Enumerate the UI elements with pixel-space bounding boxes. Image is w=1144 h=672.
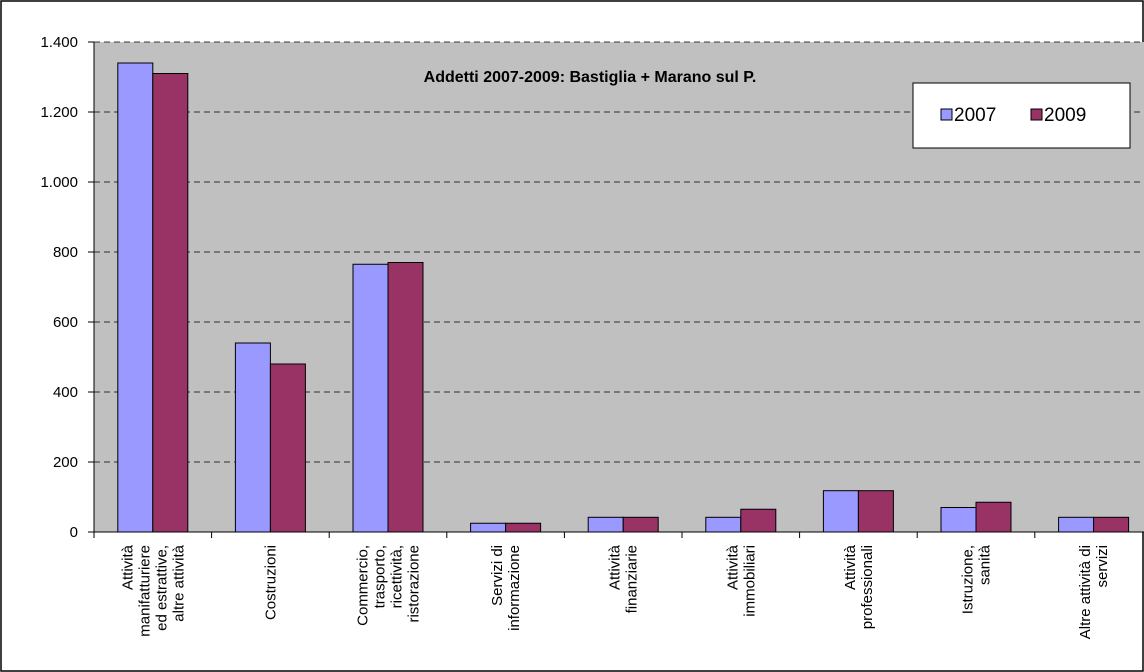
bar <box>822 490 859 533</box>
bar <box>152 73 189 533</box>
x-tick-label: Servizi diinformazione <box>489 545 523 631</box>
x-tick-label: Costruzioni <box>262 545 279 620</box>
bar <box>387 262 424 533</box>
chart-title: Addetti 2007-2009: Bastiglia + Marano su… <box>424 69 757 86</box>
bars <box>117 62 1130 533</box>
bar <box>940 507 977 533</box>
y-tick-label: 800 <box>53 244 78 261</box>
legend-label: 2009 <box>1044 105 1086 126</box>
bar <box>1058 516 1095 533</box>
x-tick-label: Commercio,trasporto,ricettività,ristoraz… <box>355 545 423 626</box>
bar <box>705 516 742 533</box>
bar <box>975 501 1012 533</box>
x-tick-label: Attivitàprofessionali <box>842 544 876 629</box>
y-tick-label: 1.200 <box>40 104 78 121</box>
bar <box>352 263 389 533</box>
legend-swatch <box>940 108 953 121</box>
bar <box>117 62 154 533</box>
bar <box>1093 516 1130 533</box>
bar <box>857 490 894 533</box>
y-tick-label: 400 <box>53 384 78 401</box>
legend-label: 2007 <box>954 105 996 126</box>
x-tick-label: Attivitàfinanziarie <box>607 544 641 613</box>
bar <box>622 516 659 533</box>
bar <box>740 508 777 533</box>
x-tick-label: Attivitàimmobiliari <box>724 544 758 616</box>
bar <box>587 516 624 533</box>
y-tick-label: 200 <box>53 454 78 471</box>
x-tick-label: Attivitàmanifatturiereed estrattive,altr… <box>119 544 187 636</box>
x-tick-label: Altre attività diservizi <box>1077 545 1111 639</box>
y-tick-label: 0 <box>70 524 78 541</box>
legend-items: 2007 2009 <box>940 105 1086 126</box>
y-tick-label: 1.400 <box>40 34 78 51</box>
bar <box>269 363 306 533</box>
bar <box>470 522 507 533</box>
bar <box>234 342 271 533</box>
x-tick-label: Istruzione,sanità <box>960 544 994 614</box>
legend-swatch <box>1030 108 1043 121</box>
y-tick-label: 600 <box>53 314 78 331</box>
bar <box>505 522 542 533</box>
y-tick-label: 1.000 <box>40 174 78 191</box>
